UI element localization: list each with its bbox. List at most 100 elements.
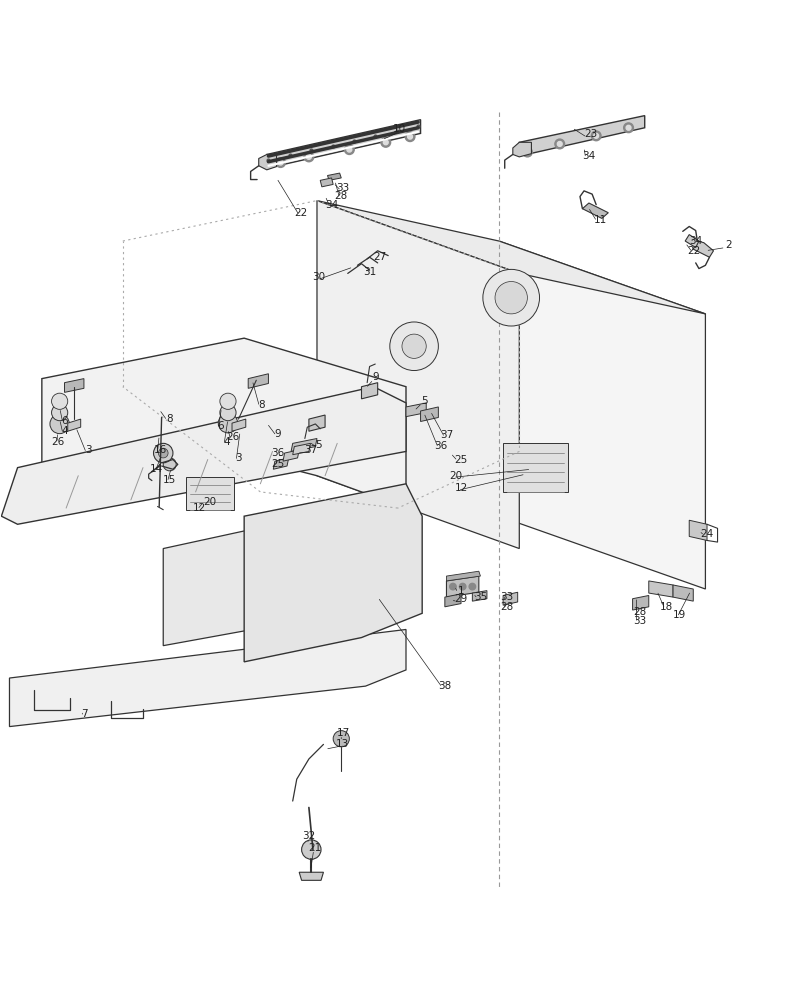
Text: 23: 23 <box>583 129 596 139</box>
Circle shape <box>495 282 526 314</box>
Circle shape <box>625 125 630 130</box>
Polygon shape <box>259 154 277 170</box>
Text: 37: 37 <box>303 445 317 455</box>
Circle shape <box>303 152 313 162</box>
Polygon shape <box>290 438 316 451</box>
Circle shape <box>469 583 475 590</box>
Polygon shape <box>298 872 323 880</box>
Circle shape <box>333 731 349 747</box>
Polygon shape <box>406 403 426 417</box>
Polygon shape <box>316 201 705 314</box>
Polygon shape <box>420 407 438 422</box>
Text: 8: 8 <box>166 414 173 424</box>
Polygon shape <box>446 576 478 597</box>
Text: 2: 2 <box>724 240 731 250</box>
Circle shape <box>276 158 285 167</box>
Circle shape <box>153 443 173 463</box>
Circle shape <box>405 132 414 142</box>
Polygon shape <box>519 116 644 156</box>
Text: 5: 5 <box>315 440 321 450</box>
Text: 20: 20 <box>204 497 217 507</box>
Polygon shape <box>316 201 519 549</box>
Text: 25: 25 <box>454 455 467 465</box>
Polygon shape <box>503 443 567 492</box>
Text: 3: 3 <box>85 445 92 455</box>
Text: 11: 11 <box>593 215 606 225</box>
Text: 20: 20 <box>449 471 462 481</box>
Text: 6: 6 <box>217 421 224 431</box>
Polygon shape <box>499 241 705 589</box>
Circle shape <box>234 364 247 377</box>
Text: 28: 28 <box>334 191 347 201</box>
Circle shape <box>380 137 390 147</box>
Polygon shape <box>42 338 406 508</box>
Polygon shape <box>248 374 268 388</box>
Text: 22: 22 <box>294 208 307 218</box>
Polygon shape <box>283 450 298 461</box>
Text: 4: 4 <box>223 437 230 447</box>
Text: 26: 26 <box>51 437 65 447</box>
Circle shape <box>590 131 600 141</box>
Text: 34: 34 <box>324 200 337 210</box>
Text: 27: 27 <box>373 252 386 262</box>
Text: 35: 35 <box>474 592 487 602</box>
Text: 9: 9 <box>274 429 281 439</box>
Text: 14: 14 <box>150 464 163 474</box>
Text: 17: 17 <box>337 728 350 738</box>
Circle shape <box>158 448 168 458</box>
Text: 36: 36 <box>271 448 285 458</box>
Text: 4: 4 <box>61 426 68 436</box>
Polygon shape <box>693 241 713 257</box>
Circle shape <box>449 583 456 590</box>
Text: 10: 10 <box>393 124 406 134</box>
Text: 15: 15 <box>163 475 176 485</box>
Text: 13: 13 <box>336 739 349 749</box>
Circle shape <box>306 154 311 159</box>
Text: 34: 34 <box>581 151 594 161</box>
Polygon shape <box>2 387 406 524</box>
Polygon shape <box>232 419 246 431</box>
Circle shape <box>483 269 539 326</box>
Text: 6: 6 <box>61 416 68 426</box>
Text: 12: 12 <box>193 503 206 513</box>
Polygon shape <box>327 173 341 180</box>
Text: 12: 12 <box>454 483 467 493</box>
Text: 30: 30 <box>311 272 324 282</box>
Circle shape <box>51 393 67 409</box>
Text: 33: 33 <box>336 183 349 193</box>
Polygon shape <box>64 379 84 392</box>
Text: 32: 32 <box>302 831 315 841</box>
Text: 22: 22 <box>687 246 700 256</box>
Text: 19: 19 <box>672 610 685 620</box>
Polygon shape <box>308 415 324 431</box>
Circle shape <box>556 142 561 146</box>
Text: 28: 28 <box>500 602 513 612</box>
Text: 31: 31 <box>363 267 375 277</box>
Polygon shape <box>10 629 406 727</box>
Polygon shape <box>581 203 607 218</box>
Ellipse shape <box>212 415 260 439</box>
Polygon shape <box>472 591 487 601</box>
Circle shape <box>51 405 67 421</box>
Circle shape <box>407 134 412 139</box>
Text: 36: 36 <box>434 441 447 451</box>
Circle shape <box>344 145 354 154</box>
Text: 16: 16 <box>153 445 166 455</box>
Text: 34: 34 <box>689 236 702 246</box>
Circle shape <box>278 160 283 165</box>
Polygon shape <box>444 594 461 607</box>
Text: 24: 24 <box>700 529 713 539</box>
Circle shape <box>401 334 426 358</box>
Text: 9: 9 <box>371 372 378 382</box>
Circle shape <box>346 147 351 152</box>
Polygon shape <box>67 419 80 431</box>
Circle shape <box>301 840 320 859</box>
Text: 25: 25 <box>271 459 285 469</box>
Text: 1: 1 <box>457 586 464 596</box>
Circle shape <box>389 322 438 371</box>
Polygon shape <box>273 458 288 469</box>
Polygon shape <box>672 585 693 601</box>
Circle shape <box>50 414 69 434</box>
Text: 33: 33 <box>500 592 513 602</box>
Circle shape <box>222 353 258 388</box>
